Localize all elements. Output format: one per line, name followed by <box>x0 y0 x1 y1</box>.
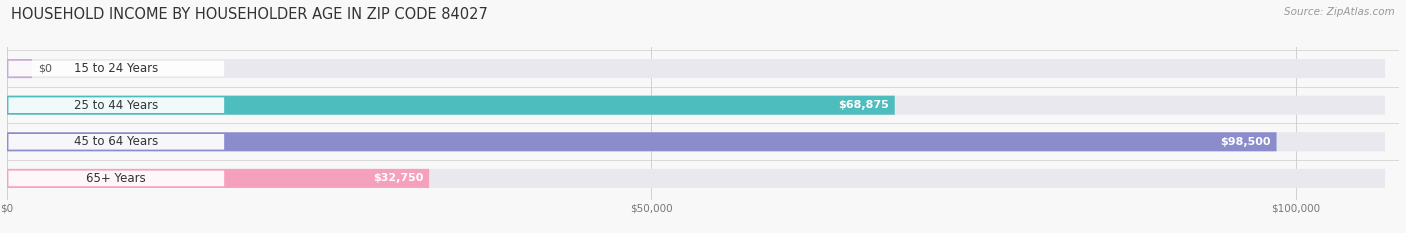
Text: HOUSEHOLD INCOME BY HOUSEHOLDER AGE IN ZIP CODE 84027: HOUSEHOLD INCOME BY HOUSEHOLDER AGE IN Z… <box>11 7 488 22</box>
FancyBboxPatch shape <box>8 134 224 150</box>
FancyBboxPatch shape <box>8 171 224 186</box>
FancyBboxPatch shape <box>7 132 1385 151</box>
Text: 65+ Years: 65+ Years <box>86 172 146 185</box>
Text: $98,500: $98,500 <box>1220 137 1271 147</box>
Text: $0: $0 <box>38 64 52 74</box>
Text: 45 to 64 Years: 45 to 64 Years <box>75 135 159 148</box>
FancyBboxPatch shape <box>7 59 1385 78</box>
FancyBboxPatch shape <box>7 96 894 115</box>
Text: Source: ZipAtlas.com: Source: ZipAtlas.com <box>1284 7 1395 17</box>
FancyBboxPatch shape <box>7 96 1385 115</box>
FancyBboxPatch shape <box>7 169 429 188</box>
FancyBboxPatch shape <box>7 132 1277 151</box>
Text: 15 to 24 Years: 15 to 24 Years <box>75 62 159 75</box>
FancyBboxPatch shape <box>8 97 224 113</box>
Text: $68,875: $68,875 <box>838 100 889 110</box>
FancyBboxPatch shape <box>8 61 224 76</box>
Text: 25 to 44 Years: 25 to 44 Years <box>75 99 159 112</box>
FancyBboxPatch shape <box>7 169 1385 188</box>
FancyBboxPatch shape <box>7 59 32 78</box>
Text: $32,750: $32,750 <box>373 173 423 183</box>
